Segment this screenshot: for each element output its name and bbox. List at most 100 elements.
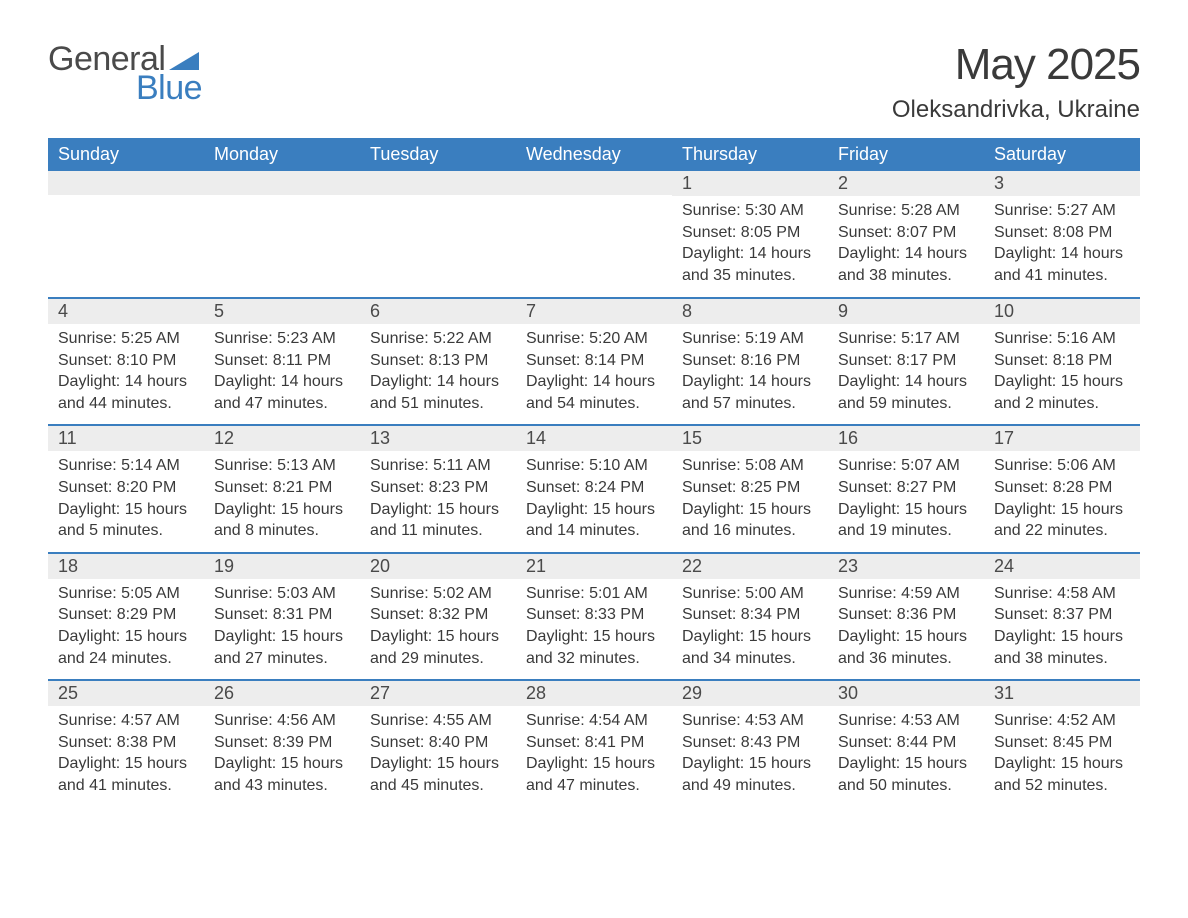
day-number: 10 xyxy=(984,299,1140,324)
day-body: Sunrise: 5:10 AMSunset: 8:24 PMDaylight:… xyxy=(516,451,672,551)
weekday-label: Saturday xyxy=(984,138,1140,171)
day-sunset: Sunset: 8:14 PM xyxy=(526,350,662,372)
day-sunset: Sunset: 8:21 PM xyxy=(214,477,350,499)
day-number: 22 xyxy=(672,554,828,579)
day-number: 27 xyxy=(360,681,516,706)
day-sunrise: Sunrise: 5:20 AM xyxy=(526,328,662,350)
day-daylight1: Daylight: 15 hours xyxy=(214,499,350,521)
day-sunrise: Sunrise: 4:59 AM xyxy=(838,583,974,605)
day-daylight2: and 16 minutes. xyxy=(682,520,818,542)
day-sunset: Sunset: 8:34 PM xyxy=(682,604,818,626)
day-cell: 31Sunrise: 4:52 AMSunset: 8:45 PMDayligh… xyxy=(984,681,1140,806)
day-daylight1: Daylight: 14 hours xyxy=(526,371,662,393)
day-sunrise: Sunrise: 5:22 AM xyxy=(370,328,506,350)
day-sunrise: Sunrise: 5:00 AM xyxy=(682,583,818,605)
week-row: 25Sunrise: 4:57 AMSunset: 8:38 PMDayligh… xyxy=(48,679,1140,806)
day-body: Sunrise: 5:30 AMSunset: 8:05 PMDaylight:… xyxy=(672,196,828,296)
day-daylight1: Daylight: 15 hours xyxy=(994,626,1130,648)
day-daylight2: and 41 minutes. xyxy=(994,265,1130,287)
day-sunset: Sunset: 8:31 PM xyxy=(214,604,350,626)
day-daylight1: Daylight: 15 hours xyxy=(838,626,974,648)
day-daylight1: Daylight: 15 hours xyxy=(682,626,818,648)
day-daylight2: and 36 minutes. xyxy=(838,648,974,670)
day-cell: 16Sunrise: 5:07 AMSunset: 8:27 PMDayligh… xyxy=(828,426,984,551)
day-sunset: Sunset: 8:24 PM xyxy=(526,477,662,499)
day-body: Sunrise: 5:22 AMSunset: 8:13 PMDaylight:… xyxy=(360,324,516,424)
day-daylight2: and 29 minutes. xyxy=(370,648,506,670)
day-daylight2: and 38 minutes. xyxy=(838,265,974,287)
day-body: Sunrise: 5:14 AMSunset: 8:20 PMDaylight:… xyxy=(48,451,204,551)
day-cell: 11Sunrise: 5:14 AMSunset: 8:20 PMDayligh… xyxy=(48,426,204,551)
day-sunset: Sunset: 8:39 PM xyxy=(214,732,350,754)
day-body: Sunrise: 4:55 AMSunset: 8:40 PMDaylight:… xyxy=(360,706,516,806)
day-number: 11 xyxy=(48,426,204,451)
day-number: 7 xyxy=(516,299,672,324)
day-daylight2: and 27 minutes. xyxy=(214,648,350,670)
day-cell: 1Sunrise: 5:30 AMSunset: 8:05 PMDaylight… xyxy=(672,171,828,297)
day-sunset: Sunset: 8:23 PM xyxy=(370,477,506,499)
day-daylight2: and 22 minutes. xyxy=(994,520,1130,542)
day-daylight1: Daylight: 14 hours xyxy=(994,243,1130,265)
day-body: Sunrise: 5:05 AMSunset: 8:29 PMDaylight:… xyxy=(48,579,204,679)
day-daylight2: and 47 minutes. xyxy=(214,393,350,415)
day-cell: 20Sunrise: 5:02 AMSunset: 8:32 PMDayligh… xyxy=(360,554,516,679)
day-body: Sunrise: 5:19 AMSunset: 8:16 PMDaylight:… xyxy=(672,324,828,424)
day-daylight2: and 47 minutes. xyxy=(526,775,662,797)
day-sunrise: Sunrise: 5:05 AM xyxy=(58,583,194,605)
day-sunset: Sunset: 8:45 PM xyxy=(994,732,1130,754)
day-sunset: Sunset: 8:20 PM xyxy=(58,477,194,499)
day-number xyxy=(204,171,360,195)
weekday-label: Friday xyxy=(828,138,984,171)
day-body: Sunrise: 4:58 AMSunset: 8:37 PMDaylight:… xyxy=(984,579,1140,679)
day-cell xyxy=(48,171,204,297)
day-daylight2: and 35 minutes. xyxy=(682,265,818,287)
day-sunrise: Sunrise: 5:03 AM xyxy=(214,583,350,605)
day-sunrise: Sunrise: 5:16 AM xyxy=(994,328,1130,350)
day-body: Sunrise: 4:53 AMSunset: 8:44 PMDaylight:… xyxy=(828,706,984,806)
day-daylight2: and 51 minutes. xyxy=(370,393,506,415)
day-body: Sunrise: 5:27 AMSunset: 8:08 PMDaylight:… xyxy=(984,196,1140,296)
day-sunrise: Sunrise: 4:52 AM xyxy=(994,710,1130,732)
day-number xyxy=(516,171,672,195)
day-sunset: Sunset: 8:40 PM xyxy=(370,732,506,754)
day-sunrise: Sunrise: 4:53 AM xyxy=(838,710,974,732)
day-body: Sunrise: 4:54 AMSunset: 8:41 PMDaylight:… xyxy=(516,706,672,806)
day-sunrise: Sunrise: 5:25 AM xyxy=(58,328,194,350)
day-daylight2: and 14 minutes. xyxy=(526,520,662,542)
day-sunrise: Sunrise: 4:54 AM xyxy=(526,710,662,732)
day-body: Sunrise: 5:13 AMSunset: 8:21 PMDaylight:… xyxy=(204,451,360,551)
day-daylight2: and 57 minutes. xyxy=(682,393,818,415)
day-daylight1: Daylight: 15 hours xyxy=(370,499,506,521)
day-daylight1: Daylight: 15 hours xyxy=(994,499,1130,521)
day-cell: 4Sunrise: 5:25 AMSunset: 8:10 PMDaylight… xyxy=(48,299,204,424)
day-body: Sunrise: 4:59 AMSunset: 8:36 PMDaylight:… xyxy=(828,579,984,679)
day-sunrise: Sunrise: 5:27 AM xyxy=(994,200,1130,222)
day-daylight1: Daylight: 14 hours xyxy=(682,371,818,393)
day-cell: 12Sunrise: 5:13 AMSunset: 8:21 PMDayligh… xyxy=(204,426,360,551)
day-body: Sunrise: 5:03 AMSunset: 8:31 PMDaylight:… xyxy=(204,579,360,679)
day-body: Sunrise: 5:06 AMSunset: 8:28 PMDaylight:… xyxy=(984,451,1140,551)
day-number: 2 xyxy=(828,171,984,196)
day-number: 14 xyxy=(516,426,672,451)
day-body: Sunrise: 5:00 AMSunset: 8:34 PMDaylight:… xyxy=(672,579,828,679)
day-number: 15 xyxy=(672,426,828,451)
day-sunset: Sunset: 8:05 PM xyxy=(682,222,818,244)
title-block: May 2025 Oleksandrivka, Ukraine xyxy=(892,40,1140,124)
day-sunset: Sunset: 8:38 PM xyxy=(58,732,194,754)
day-daylight2: and 8 minutes. xyxy=(214,520,350,542)
day-daylight1: Daylight: 15 hours xyxy=(526,753,662,775)
day-daylight2: and 11 minutes. xyxy=(370,520,506,542)
day-daylight2: and 45 minutes. xyxy=(370,775,506,797)
day-sunrise: Sunrise: 5:06 AM xyxy=(994,455,1130,477)
week-row: 11Sunrise: 5:14 AMSunset: 8:20 PMDayligh… xyxy=(48,424,1140,551)
day-body: Sunrise: 5:17 AMSunset: 8:17 PMDaylight:… xyxy=(828,324,984,424)
day-daylight2: and 34 minutes. xyxy=(682,648,818,670)
month-title: May 2025 xyxy=(892,40,1140,90)
day-number: 18 xyxy=(48,554,204,579)
day-sunset: Sunset: 8:17 PM xyxy=(838,350,974,372)
day-number: 6 xyxy=(360,299,516,324)
day-daylight1: Daylight: 15 hours xyxy=(526,499,662,521)
day-cell: 7 Sunrise: 5:20 AMSunset: 8:14 PMDaylight… xyxy=(516,299,672,424)
weekday-label: Wednesday xyxy=(516,138,672,171)
weekday-label: Sunday xyxy=(48,138,204,171)
